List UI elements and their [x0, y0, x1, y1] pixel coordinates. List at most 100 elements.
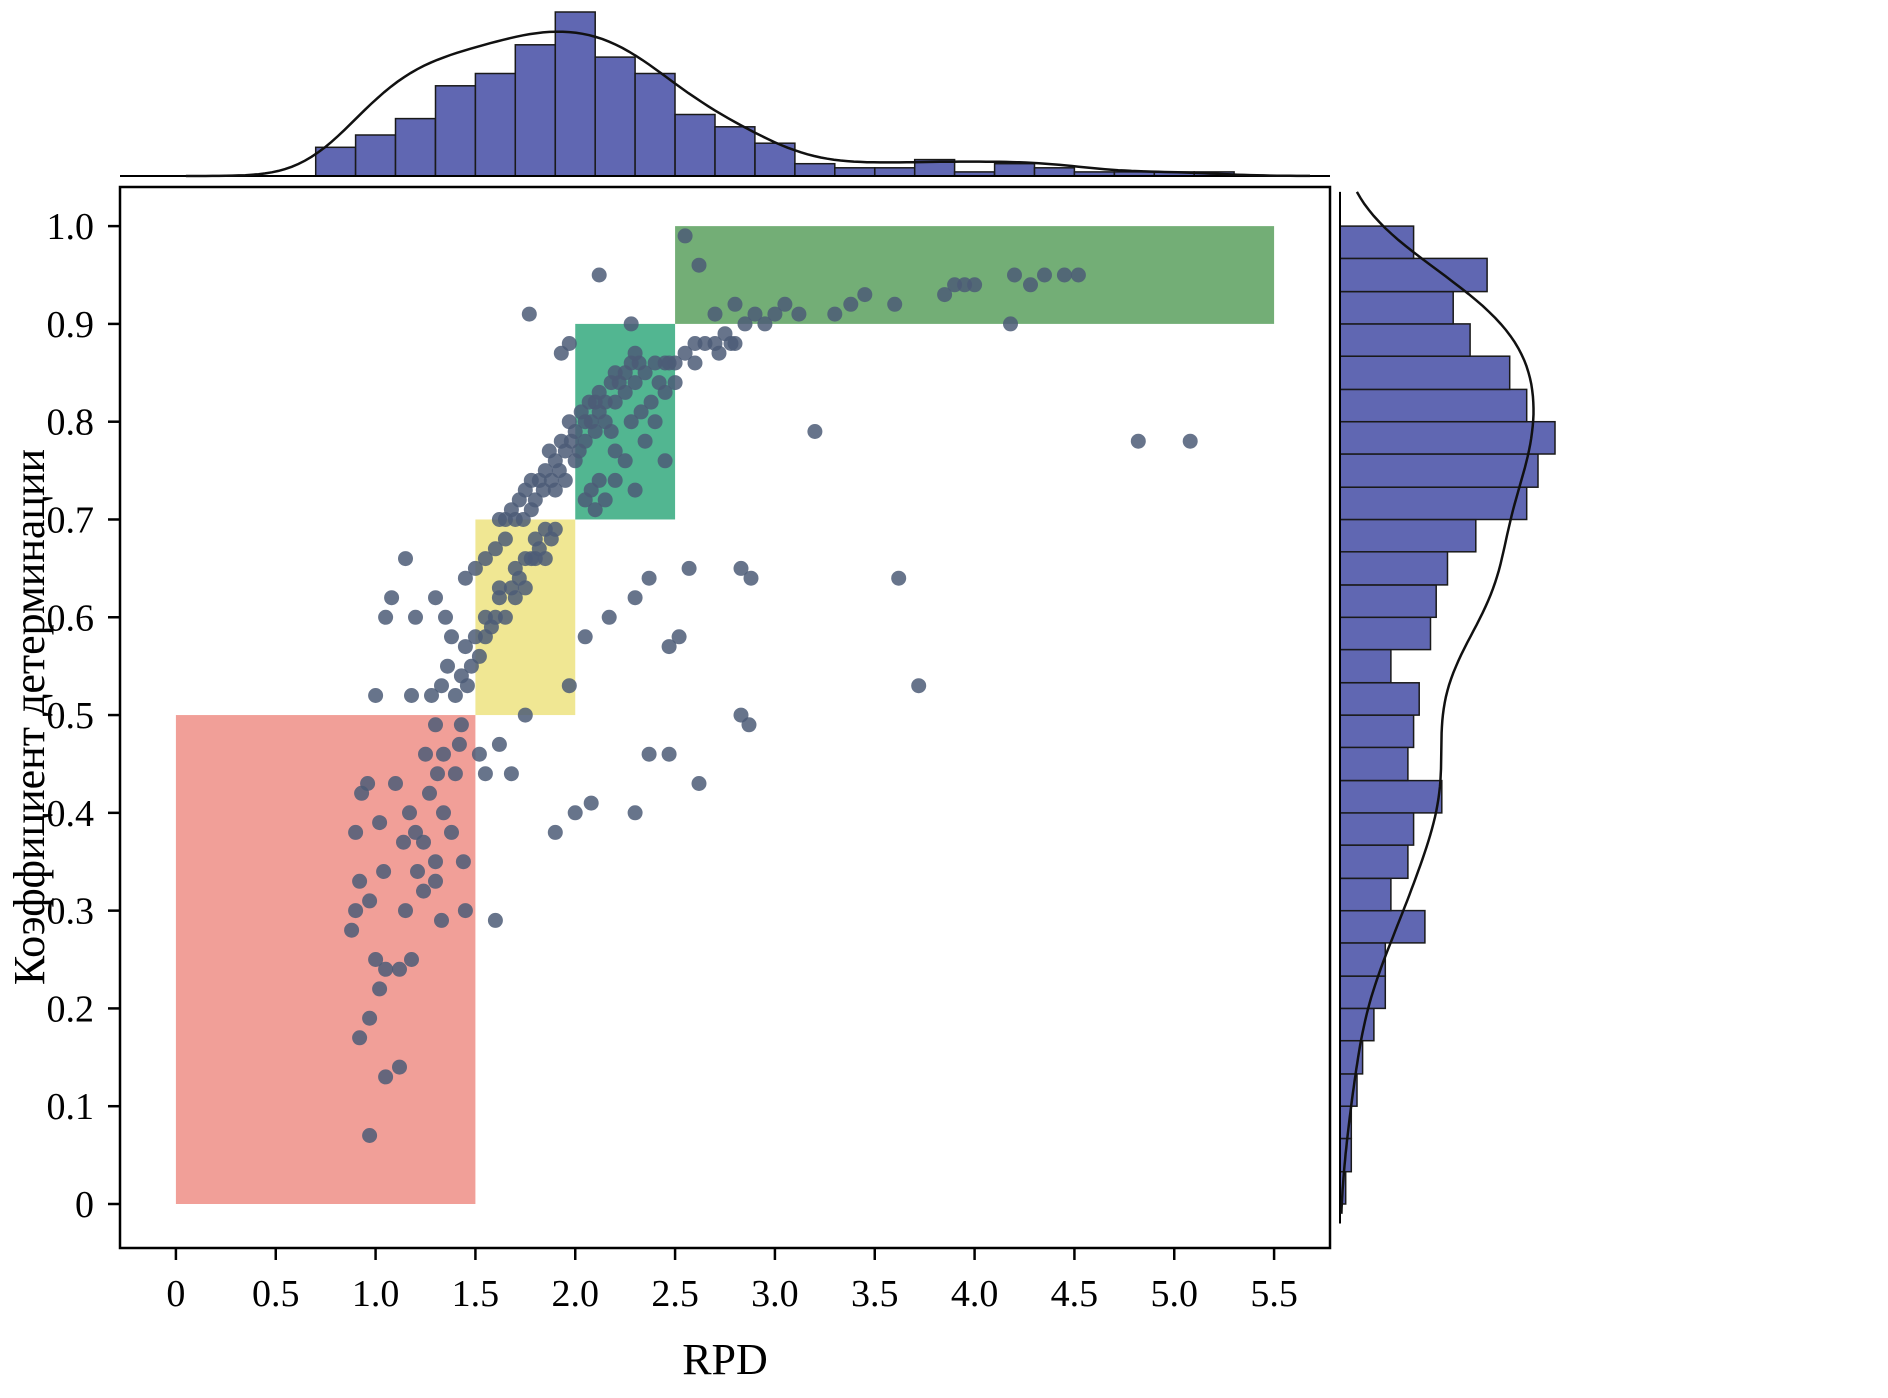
scatter-point	[857, 287, 873, 303]
scatter-point	[561, 678, 577, 694]
scatter-point	[727, 296, 743, 312]
scatter-point	[743, 570, 759, 586]
scatter-point	[1070, 267, 1086, 283]
top-hist-bar	[554, 11, 596, 177]
scatter-point	[521, 306, 537, 322]
x-tick-label: 3.0	[751, 1273, 799, 1315]
scatter-point	[352, 873, 368, 889]
scatter-point	[581, 394, 597, 410]
scatter-point	[553, 345, 569, 361]
scatter-point	[436, 746, 451, 762]
right-hist-bar	[1339, 486, 1528, 521]
scatter-point	[352, 1030, 368, 1046]
scatter-point	[491, 736, 507, 752]
scatter-point	[384, 590, 400, 606]
plot-frame	[118, 185, 1332, 1250]
scatter-point	[527, 531, 543, 547]
scatter-point	[607, 443, 623, 459]
scatter-point	[607, 394, 623, 410]
y-tick-label: 0.7	[47, 499, 95, 541]
scatter-point	[378, 961, 394, 977]
scatter-point	[911, 678, 927, 694]
scatter-point	[457, 570, 473, 586]
scatter-point	[444, 629, 459, 645]
scatter-point	[467, 560, 483, 576]
top-hist-bar	[794, 162, 836, 177]
scatter-point	[428, 717, 443, 733]
x-tick-label: 2.0	[551, 1273, 599, 1315]
right-hist-bar	[1339, 550, 1449, 586]
scatter-point	[396, 834, 411, 850]
scatter-point	[372, 981, 388, 997]
scatter-point	[671, 629, 687, 645]
scatter-point	[348, 824, 364, 840]
scatter-point	[376, 864, 392, 879]
top-hist-bar	[354, 134, 397, 177]
scatter-point	[344, 922, 360, 938]
scatter-point	[641, 746, 657, 762]
right-hist-bar	[1339, 355, 1511, 391]
x-tick-label: 1.5	[452, 1273, 500, 1315]
right-hist-bar	[1339, 584, 1437, 619]
scatter-point	[1130, 433, 1146, 449]
scatter-point	[577, 492, 593, 508]
scatter-point	[416, 883, 431, 899]
scatter-point	[507, 560, 523, 576]
scatter-point	[491, 580, 507, 596]
top-hist-bar	[834, 167, 876, 177]
scatter-point	[348, 903, 364, 919]
scatter-point	[523, 472, 539, 488]
x-tick-label: 3.5	[851, 1273, 899, 1315]
scatter-point	[627, 590, 643, 606]
scatter-point	[388, 776, 403, 791]
scatter-point	[677, 345, 693, 361]
scatter-point	[368, 688, 384, 703]
scatter-point	[681, 560, 697, 576]
scatter-point	[607, 472, 623, 488]
scatter-point	[1037, 267, 1052, 283]
scatter-point	[428, 590, 443, 606]
scatter-point	[541, 443, 557, 459]
scatter-point	[887, 296, 903, 312]
scatter-point	[434, 678, 449, 694]
y-tick-label: 0.1	[47, 1086, 95, 1128]
scatter-point	[657, 453, 673, 469]
scatter-point	[691, 776, 707, 791]
scatter-point	[633, 404, 649, 420]
scatter-point	[517, 707, 533, 723]
scatter-point	[487, 912, 503, 928]
x-tick-label: 0	[166, 1273, 185, 1315]
scatter-point	[447, 766, 463, 782]
scatter-point	[711, 345, 727, 361]
scatter-point	[547, 482, 563, 498]
scatter-point	[547, 521, 563, 537]
scatter-point	[410, 864, 425, 879]
scatter-point	[677, 228, 693, 244]
scatter-point	[477, 551, 493, 567]
scatter-point	[362, 1128, 378, 1143]
scatter-point	[647, 414, 663, 430]
scatter-point	[627, 345, 643, 361]
scatter-point	[428, 873, 443, 889]
right-hist-bar	[1339, 453, 1539, 488]
scatter-point	[537, 551, 553, 567]
right-hist-bar	[1339, 323, 1471, 357]
right-hist-bar	[1339, 420, 1556, 455]
scatter-point	[422, 785, 437, 801]
y-tick-label: 0.8	[47, 402, 95, 444]
scatter-point	[707, 306, 723, 322]
scatter-point	[777, 296, 793, 312]
scatter-point	[453, 717, 469, 733]
scatter-point	[617, 453, 633, 469]
x-tick-label: 5.5	[1250, 1273, 1298, 1315]
scatter-point	[937, 287, 953, 303]
scatter-point	[603, 424, 619, 439]
scatter-point	[627, 482, 643, 498]
scatter-point	[623, 414, 639, 430]
scatter-points	[344, 228, 1198, 1143]
y-axis-label: Коэффициент детерминации	[5, 449, 54, 985]
scatter-point	[741, 717, 757, 733]
scatter-point	[447, 688, 463, 703]
scatter-point	[362, 1010, 378, 1026]
